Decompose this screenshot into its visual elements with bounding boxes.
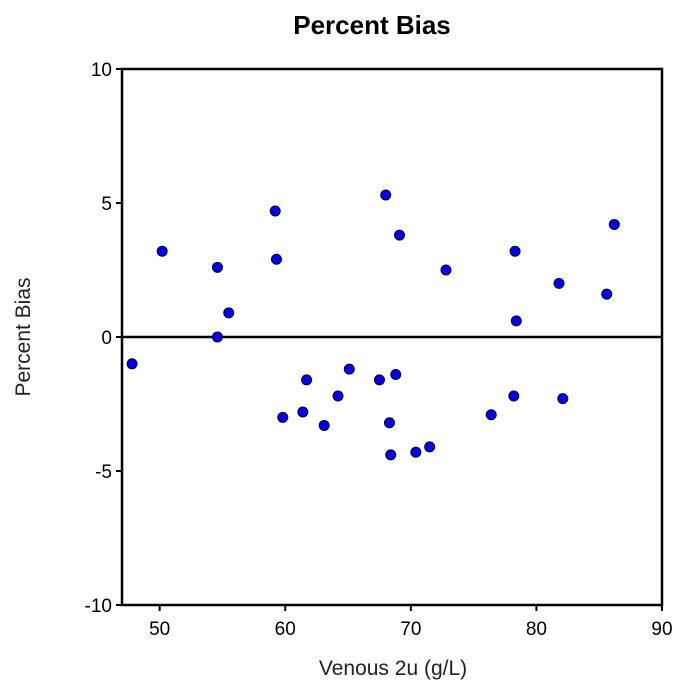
x-tick-label: 90 [651,619,672,640]
data-point [297,406,309,418]
y-tick-label: -5 [95,462,112,483]
data-point [410,446,422,458]
data-point [383,417,395,429]
data-point [269,205,281,217]
y-tick-label: -10 [85,596,112,617]
data-point [424,441,436,453]
data-point [126,358,138,370]
y-axis-label: Percent Bias [12,277,35,396]
x-axis-label: Venous 2u (g/L) [319,657,467,680]
data-point [270,253,282,265]
data-point [557,393,569,405]
x-tick-label: 80 [526,619,547,640]
data-point [211,331,223,343]
data-point [510,315,522,327]
data-point [390,369,402,381]
x-tick-label: 70 [400,619,421,640]
y-tick-label: 5 [101,194,112,215]
x-axis: 50 60 70 80 90 [149,605,673,640]
data-point [277,411,289,423]
x-tick-label: 60 [275,619,296,640]
data-point [608,218,620,230]
data-point [440,264,452,276]
data-point [394,229,406,241]
y-tick-label: 10 [91,60,112,81]
data-point [301,374,313,386]
data-point [601,288,613,300]
data-point [223,307,235,319]
data-point [508,390,520,402]
data-point [553,277,565,289]
chart-title: Percent Bias [293,10,451,40]
x-tick-label: 50 [149,619,170,640]
data-point [156,245,168,257]
data-point [380,189,392,201]
y-axis: 10 5 0 -5 -10 [85,60,122,617]
data-point [343,363,355,375]
data-points [126,189,620,461]
data-point [373,374,385,386]
data-point [509,245,521,257]
data-point [211,261,223,273]
y-tick-label: 0 [101,328,112,349]
data-point [485,409,497,421]
data-point [385,449,397,461]
data-point [318,419,330,431]
data-point [332,390,344,402]
